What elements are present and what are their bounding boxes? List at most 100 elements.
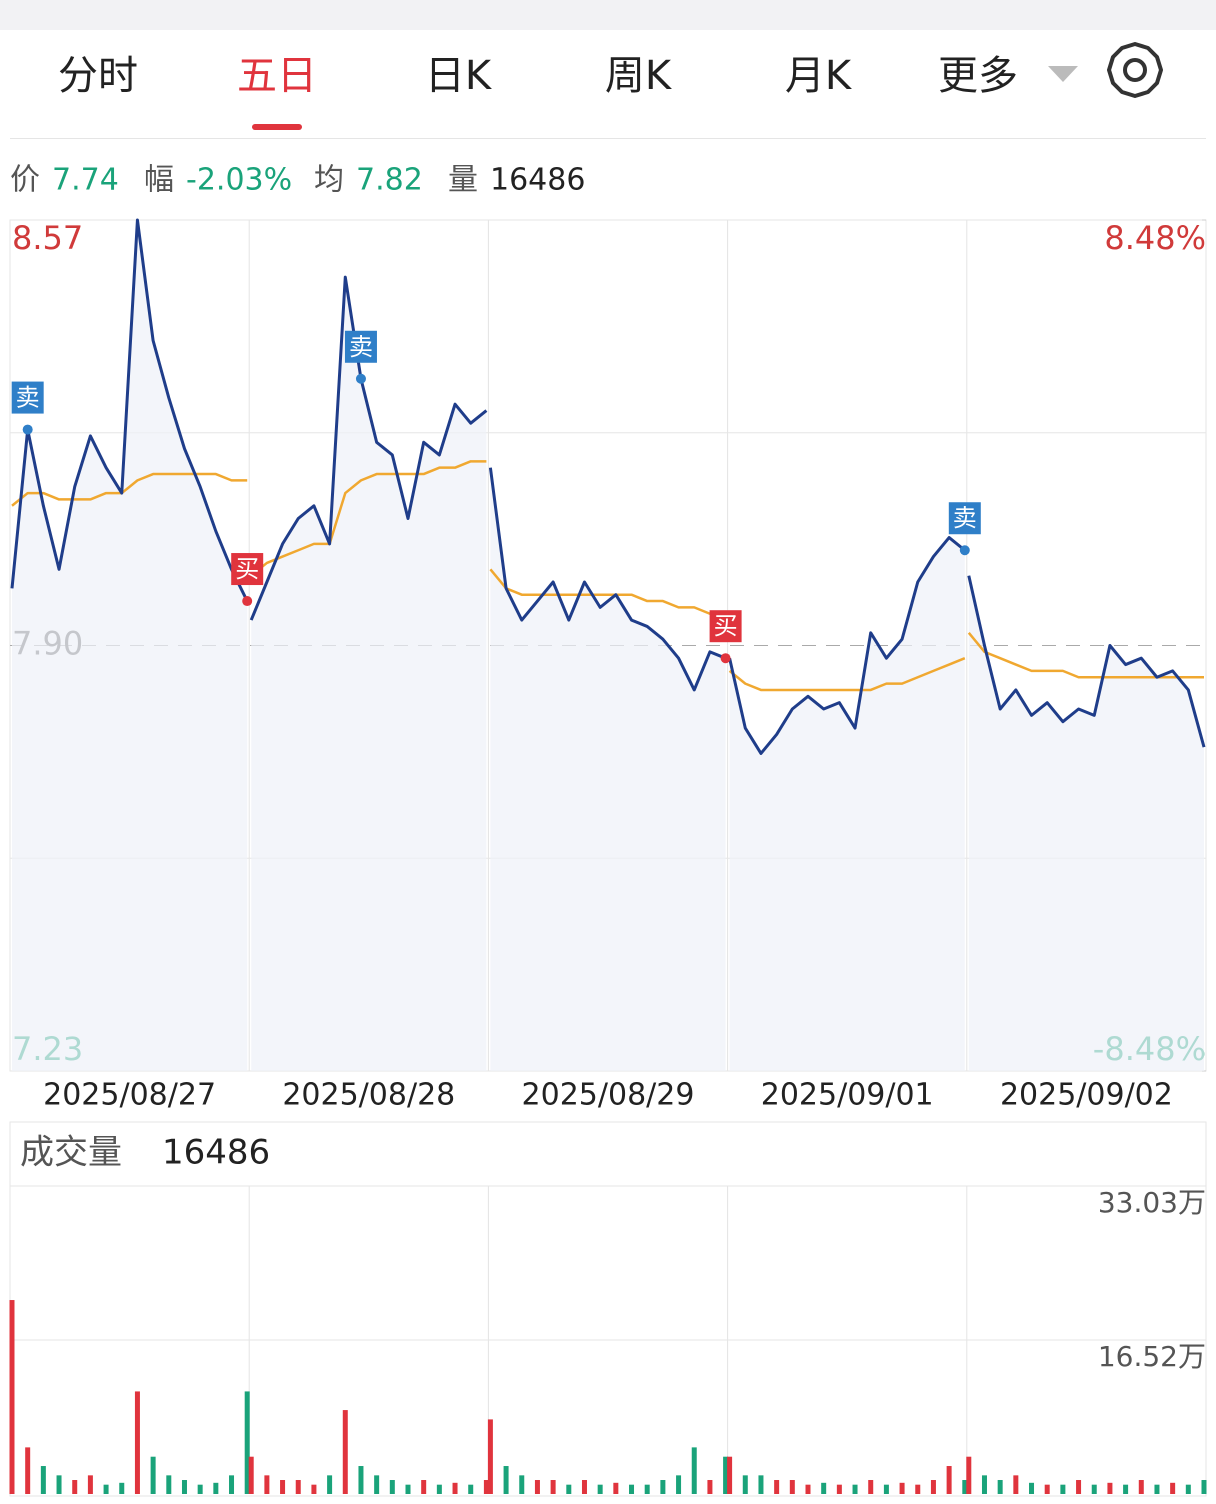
volume-bar <box>503 1466 509 1494</box>
price-line <box>728 536 966 755</box>
volume-bar <box>150 1456 156 1494</box>
info-label: 幅 <box>144 163 174 198</box>
volume-bar <box>868 1480 874 1494</box>
volume-bar <box>342 1410 348 1494</box>
average-line <box>11 472 248 507</box>
volume-panel <box>9 1185 1207 1497</box>
volume-bar <box>946 1466 952 1494</box>
price-line <box>967 575 1206 748</box>
tab[interactable]: 分时 <box>58 53 138 99</box>
trade-marker-text: 卖 <box>349 333 373 361</box>
volume-bar <box>119 1482 125 1494</box>
volume-bar <box>248 1456 254 1494</box>
volume-bar <box>758 1475 764 1494</box>
volume-bar <box>1138 1480 1144 1494</box>
volume-bar <box>280 1480 286 1494</box>
volume-bar <box>581 1480 587 1494</box>
volume-bar <box>244 1391 250 1494</box>
volume-bar <box>915 1484 921 1494</box>
volume-bar <box>1154 1484 1160 1494</box>
volume-bar <box>213 1482 219 1494</box>
volume-bar <box>311 1484 317 1494</box>
volume-bar <box>103 1484 109 1494</box>
volume-bar <box>805 1484 811 1494</box>
volume-value: 16486 <box>162 1133 270 1173</box>
info-value: -2.03% <box>186 163 292 198</box>
price-line <box>10 218 249 602</box>
x-tick-label: 2025/08/29 <box>522 1078 695 1113</box>
volume-bar <box>1060 1484 1066 1494</box>
volume-bar <box>1185 1484 1191 1494</box>
volume-bar <box>421 1480 427 1494</box>
price-area <box>490 467 726 1072</box>
x-tick-label: 2025/08/28 <box>282 1078 455 1113</box>
volume-bar <box>550 1480 556 1494</box>
volume-bar <box>264 1475 270 1494</box>
trade-marker <box>344 330 377 363</box>
tab[interactable]: 日K <box>425 53 493 99</box>
volume-bar <box>883 1484 889 1494</box>
volume-bar <box>821 1482 827 1494</box>
volume-bar <box>327 1475 333 1494</box>
volume-bar <box>1076 1480 1082 1494</box>
volume-bar <box>468 1484 474 1494</box>
price-line <box>249 275 488 621</box>
volume-bar <box>836 1484 842 1494</box>
trade-dot <box>22 424 33 435</box>
trade-marker <box>709 610 742 643</box>
tab[interactable]: 五日 <box>237 53 317 99</box>
volume-bar <box>899 1482 905 1494</box>
volume-bar <box>1170 1482 1176 1494</box>
tab[interactable]: 月K <box>785 53 853 99</box>
x-tick-label: 2025/09/02 <box>1000 1078 1173 1113</box>
volume-label: 成交量 <box>20 1133 122 1173</box>
info-label: 均 <box>314 163 344 198</box>
volume-bar <box>629 1484 635 1494</box>
volume-bar <box>452 1482 458 1494</box>
trade-marker <box>11 381 44 414</box>
volume-bar <box>966 1456 972 1494</box>
volume-bar <box>229 1475 235 1494</box>
price-area <box>968 575 1204 1071</box>
volume-bar <box>962 1480 968 1494</box>
volume-bar <box>774 1480 780 1494</box>
volume-bar <box>25 1447 31 1494</box>
price-area <box>729 537 965 1071</box>
volume-bar <box>9 1300 15 1494</box>
volume-bar <box>566 1484 572 1494</box>
trade-dot <box>355 373 366 384</box>
volume-bar <box>613 1482 619 1494</box>
tab[interactable]: 周K <box>605 53 673 99</box>
info-label: 量 <box>448 163 478 198</box>
average-line <box>489 568 726 615</box>
trade-marker-text: 卖 <box>953 504 977 532</box>
info-label: 价 <box>10 163 40 198</box>
volume-tick-label: 33.03万 <box>1098 1186 1206 1219</box>
volume-bar <box>358 1466 364 1494</box>
volume-bar <box>997 1480 1003 1494</box>
volume-bar <box>166 1475 172 1494</box>
dropdown-arrow[interactable] <box>1048 66 1078 82</box>
trade-dot <box>959 545 970 556</box>
volume-bar <box>405 1484 411 1494</box>
tab[interactable]: 更多 <box>938 53 1018 99</box>
volume-bar <box>676 1475 682 1494</box>
volume-bar <box>72 1480 78 1494</box>
settings-icon[interactable] <box>1107 42 1163 98</box>
volume-bar <box>87 1475 93 1494</box>
volume-bar <box>1123 1484 1129 1494</box>
x-tick-label: 2025/08/27 <box>43 1078 216 1113</box>
volume-bar <box>930 1480 936 1494</box>
trade-marker-text: 买 <box>714 612 738 640</box>
volume-bar <box>727 1456 733 1494</box>
volume-bar <box>1091 1484 1097 1494</box>
volume-bar <box>1029 1482 1035 1494</box>
volume-bar <box>707 1480 713 1494</box>
volume-bar <box>644 1484 650 1494</box>
volume-bar <box>56 1475 62 1494</box>
volume-bar <box>389 1480 395 1494</box>
y2-tick-label: 8.48% <box>1104 219 1206 257</box>
trade-marker <box>948 502 981 535</box>
info-value: 7.82 <box>356 163 423 198</box>
